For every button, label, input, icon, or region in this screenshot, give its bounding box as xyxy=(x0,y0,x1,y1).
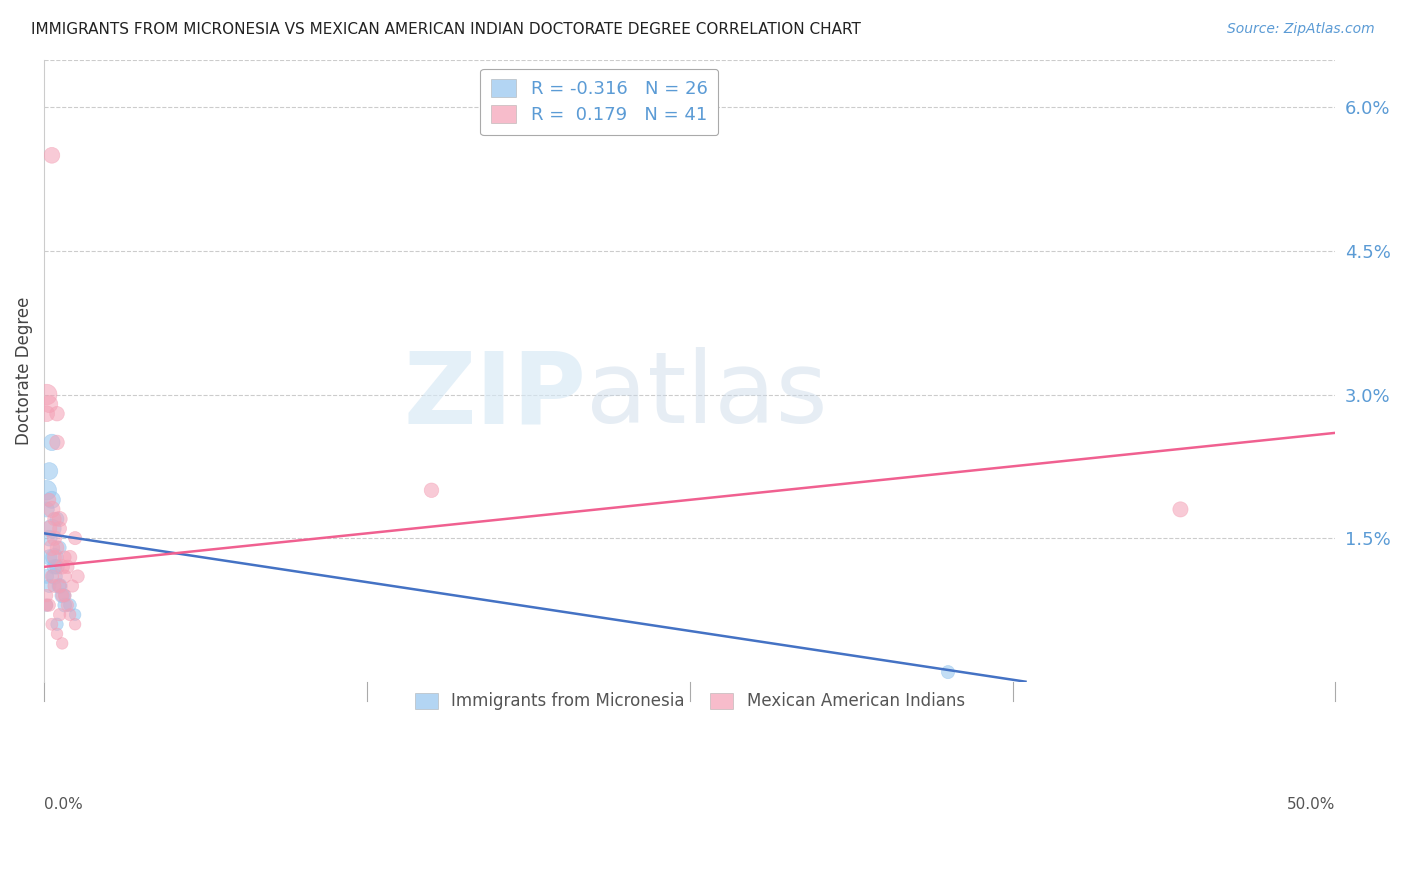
Point xyxy=(38,464,60,478)
Point xyxy=(63,607,86,622)
Point xyxy=(48,579,70,593)
Point xyxy=(48,607,70,622)
Point xyxy=(53,589,76,603)
Point xyxy=(46,559,69,574)
Point xyxy=(38,579,60,593)
Point xyxy=(53,598,76,612)
Point xyxy=(35,483,58,498)
Point xyxy=(59,550,82,565)
Point xyxy=(51,589,73,603)
Point xyxy=(38,492,60,507)
Point xyxy=(56,598,79,612)
Point xyxy=(62,579,84,593)
Point xyxy=(41,148,63,162)
Legend: Immigrants from Micronesia, Mexican American Indians: Immigrants from Micronesia, Mexican Amer… xyxy=(408,686,972,717)
Text: ZIP: ZIP xyxy=(404,347,586,444)
Text: atlas: atlas xyxy=(586,347,828,444)
Point xyxy=(46,407,69,421)
Point xyxy=(44,559,66,574)
Point xyxy=(53,589,76,603)
Point xyxy=(38,531,60,545)
Point xyxy=(420,483,443,498)
Point xyxy=(35,598,58,612)
Point xyxy=(48,512,70,526)
Point xyxy=(59,607,82,622)
Point xyxy=(41,502,63,516)
Point xyxy=(44,550,66,565)
Point xyxy=(48,579,70,593)
Point xyxy=(35,407,58,421)
Point xyxy=(51,589,73,603)
Point xyxy=(66,569,89,583)
Point xyxy=(46,541,69,555)
Point xyxy=(44,579,66,593)
Point xyxy=(35,569,58,583)
Point xyxy=(41,522,63,536)
Point xyxy=(48,579,70,593)
Point xyxy=(936,665,959,679)
Point xyxy=(41,569,63,583)
Point xyxy=(44,512,66,526)
Point xyxy=(51,636,73,650)
Point xyxy=(38,598,60,612)
Point xyxy=(44,550,66,565)
Text: 0.0%: 0.0% xyxy=(44,797,83,812)
Point xyxy=(35,598,58,612)
Point xyxy=(44,569,66,583)
Point xyxy=(46,435,69,450)
Point xyxy=(41,492,63,507)
Point xyxy=(46,512,69,526)
Text: 50.0%: 50.0% xyxy=(1286,797,1336,812)
Text: IMMIGRANTS FROM MICRONESIA VS MEXICAN AMERICAN INDIAN DOCTORATE DEGREE CORRELATI: IMMIGRANTS FROM MICRONESIA VS MEXICAN AM… xyxy=(31,22,860,37)
Point xyxy=(59,598,82,612)
Point xyxy=(35,502,58,516)
Point xyxy=(53,550,76,565)
Point xyxy=(35,387,58,401)
Text: Source: ZipAtlas.com: Source: ZipAtlas.com xyxy=(1227,22,1375,37)
Point xyxy=(53,569,76,583)
Point xyxy=(46,617,69,632)
Point xyxy=(46,627,69,641)
Y-axis label: Doctorate Degree: Doctorate Degree xyxy=(15,296,32,445)
Point xyxy=(44,531,66,545)
Point xyxy=(51,559,73,574)
Point xyxy=(38,550,60,565)
Point xyxy=(1170,502,1192,516)
Point xyxy=(48,541,70,555)
Point xyxy=(38,397,60,411)
Point xyxy=(56,559,79,574)
Point xyxy=(63,531,86,545)
Point xyxy=(63,617,86,632)
Point xyxy=(41,541,63,555)
Point xyxy=(35,589,58,603)
Point xyxy=(38,522,60,536)
Point xyxy=(41,617,63,632)
Point xyxy=(48,522,70,536)
Point xyxy=(41,435,63,450)
